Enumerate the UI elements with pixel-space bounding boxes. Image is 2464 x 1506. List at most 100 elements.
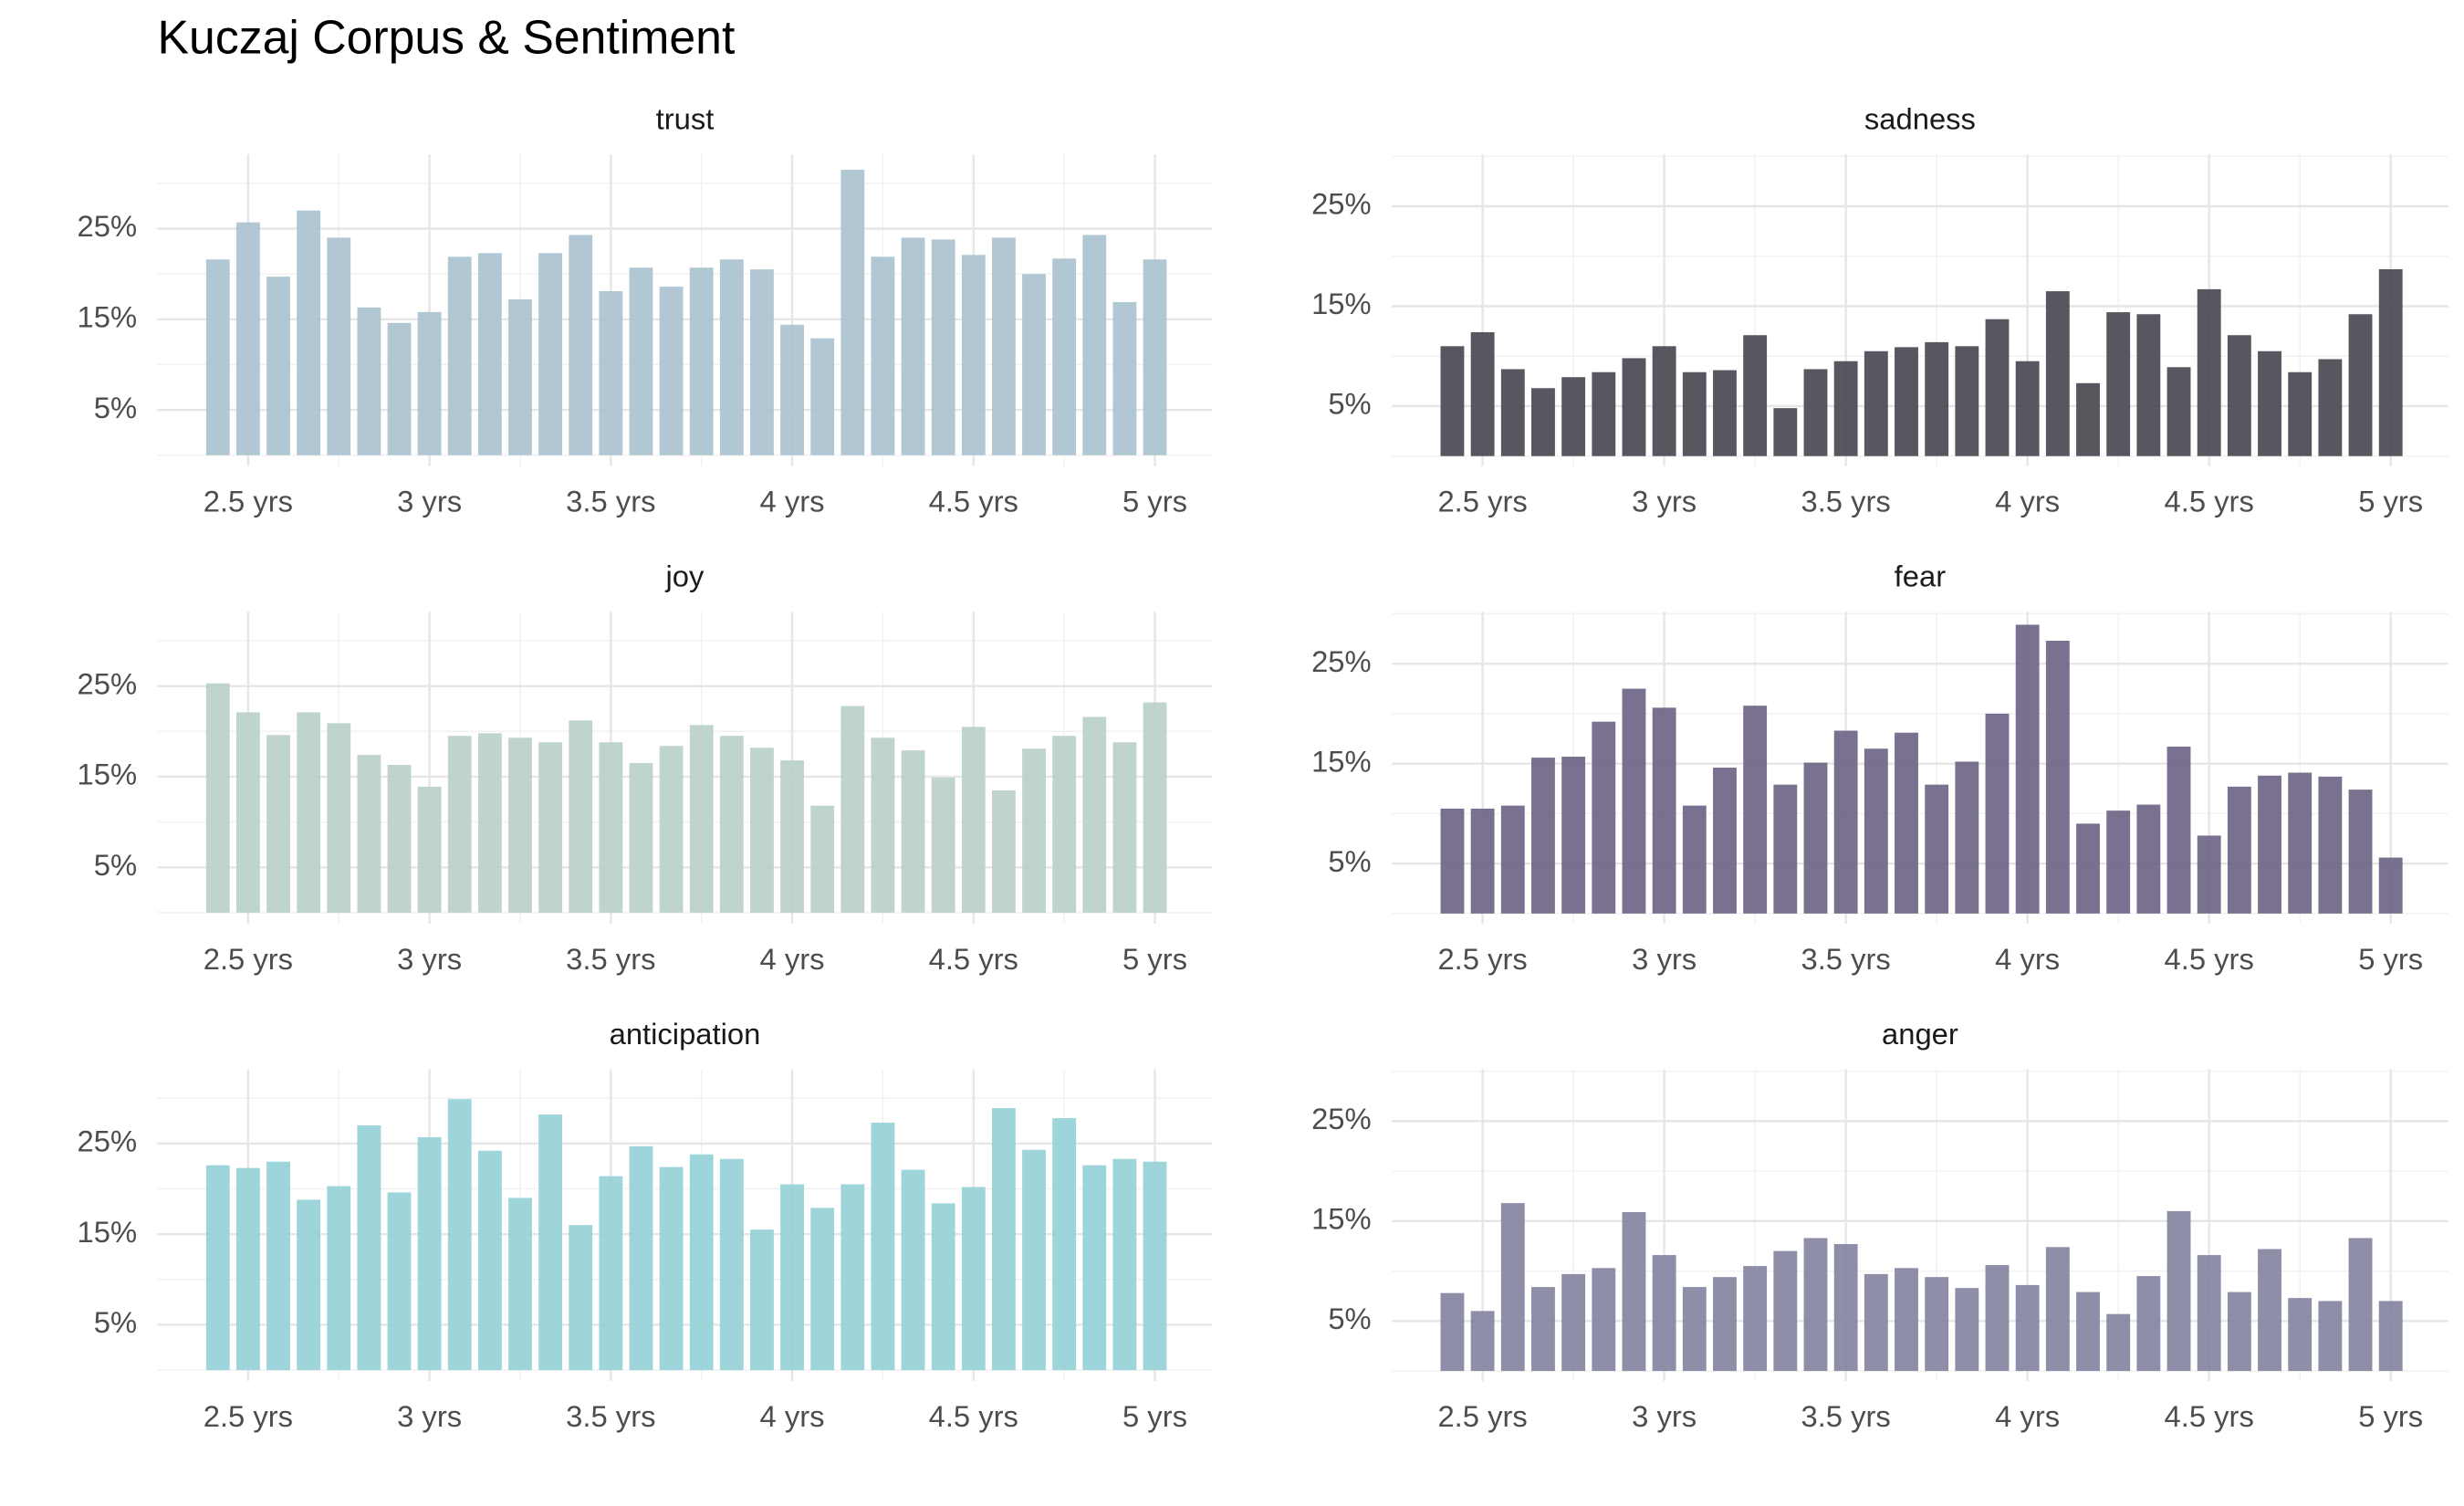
bar <box>297 712 321 913</box>
bar <box>508 1197 532 1371</box>
bar <box>1561 1273 1586 1372</box>
y-tick-label: 5% <box>1328 844 1371 878</box>
bar <box>1803 762 1828 914</box>
bar <box>1470 808 1495 914</box>
x-tick-label: 5 yrs <box>1122 1399 1187 1433</box>
x-tick-label: 5 yrs <box>2358 1399 2423 1433</box>
bar <box>297 1199 321 1371</box>
bar <box>1561 757 1586 914</box>
x-tick-label: 2.5 yrs <box>204 485 293 518</box>
x-tick-label: 3 yrs <box>397 485 462 518</box>
panel-title: joy <box>665 560 705 593</box>
bar <box>1052 258 1077 455</box>
bar <box>1500 1203 1525 1372</box>
y-tick-label: 15% <box>78 758 138 791</box>
bar <box>659 1166 684 1371</box>
bar <box>1500 369 1525 456</box>
x-tick-label: 4.5 yrs <box>2165 485 2254 518</box>
bar <box>2348 790 2373 914</box>
bar <box>1743 335 1768 456</box>
bar <box>417 786 442 913</box>
bar <box>1682 1287 1707 1372</box>
bar <box>2076 382 2100 456</box>
x-tick-label: 5 yrs <box>2358 942 2423 976</box>
bar <box>1143 259 1167 455</box>
bar <box>1652 1255 1676 1372</box>
bar <box>1143 1161 1167 1371</box>
y-tick-label: 25% <box>1311 1102 1372 1135</box>
bar <box>2318 1301 2343 1372</box>
bar <box>2378 1301 2403 1372</box>
bar <box>2318 359 2343 456</box>
x-tick-label: 3.5 yrs <box>1801 942 1890 976</box>
bar <box>599 1176 623 1371</box>
x-tick-label: 3 yrs <box>397 1399 462 1433</box>
bar <box>2166 747 2191 914</box>
bar <box>961 727 986 913</box>
y-tick-label: 25% <box>78 209 138 243</box>
bar <box>1022 748 1046 913</box>
bar <box>1985 319 2010 456</box>
bar <box>1955 346 1979 456</box>
bar <box>1895 347 1918 456</box>
bar <box>750 1229 774 1371</box>
bar <box>991 1108 1016 1371</box>
bar <box>1955 761 1979 914</box>
bar <box>2348 314 2373 456</box>
bar <box>477 253 502 455</box>
bar <box>1803 1238 1828 1372</box>
bar <box>1773 1250 1798 1372</box>
bar <box>2288 1298 2313 1372</box>
bar <box>1470 331 1495 456</box>
bar <box>2015 361 2040 456</box>
bar <box>1833 1244 1858 1372</box>
bar <box>387 765 412 913</box>
bar <box>2197 835 2221 914</box>
bar <box>901 750 925 913</box>
bar <box>719 736 744 913</box>
bar <box>1112 301 1137 455</box>
bar <box>1773 408 1798 456</box>
bar <box>1052 736 1077 913</box>
bar <box>1925 341 1949 456</box>
bar <box>1895 1268 1918 1372</box>
bar <box>719 1158 744 1371</box>
bar <box>2348 1238 2373 1372</box>
bar <box>1022 274 1046 455</box>
bar <box>508 737 532 913</box>
bar <box>931 777 955 913</box>
bar <box>2227 786 2251 914</box>
bar <box>2106 1313 2131 1372</box>
bar <box>1713 370 1737 456</box>
bar <box>1833 361 1858 456</box>
bar <box>871 1123 895 1371</box>
bar <box>1985 713 2010 914</box>
y-tick-label: 5% <box>94 1305 137 1339</box>
bar <box>1713 1277 1737 1372</box>
x-tick-label: 5 yrs <box>1122 942 1187 976</box>
bar <box>2197 1255 2221 1372</box>
bar <box>840 169 865 455</box>
bar <box>357 755 381 913</box>
bar <box>871 737 895 913</box>
bar <box>2227 1292 2251 1372</box>
bar <box>327 723 351 913</box>
bar <box>2106 811 2131 914</box>
bar <box>1955 1288 1979 1372</box>
y-tick-label: 15% <box>78 1215 138 1249</box>
bar <box>1622 1211 1646 1372</box>
bar <box>2288 772 2313 914</box>
x-tick-label: 3 yrs <box>397 942 462 976</box>
bar <box>2136 1276 2161 1372</box>
bar <box>2076 823 2100 914</box>
bar <box>629 763 653 913</box>
bar <box>1112 742 1137 913</box>
y-tick-label: 5% <box>1328 1302 1371 1335</box>
bar <box>1652 707 1676 914</box>
bar <box>1082 235 1107 455</box>
x-tick-label: 5 yrs <box>1122 485 1187 518</box>
bar <box>477 733 502 913</box>
bar <box>235 712 260 913</box>
bar <box>1440 346 1465 456</box>
